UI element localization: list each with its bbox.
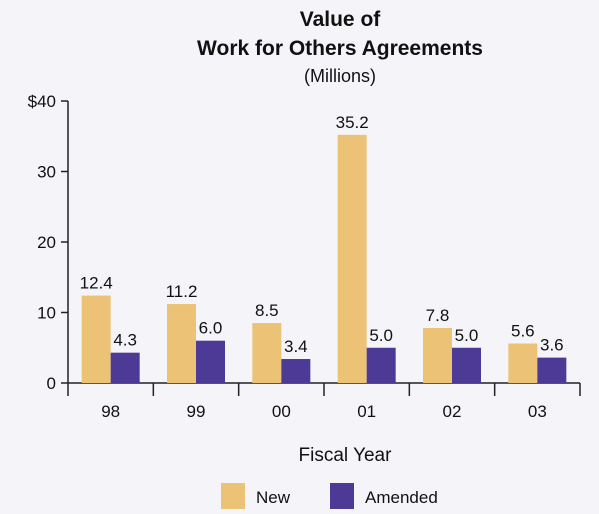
data-label-amended-01: 5.0 — [369, 326, 393, 345]
data-label-new-03: 5.6 — [511, 322, 535, 341]
legend-swatch-amended — [330, 483, 354, 509]
x-tick-label: 00 — [272, 402, 291, 421]
bar-amended-02 — [452, 347, 481, 383]
y-tick-label: 20 — [37, 233, 56, 252]
x-tick-label: 03 — [528, 402, 547, 421]
legend-label-amended: Amended — [365, 488, 438, 507]
bar-new-99 — [167, 304, 196, 383]
y-tick-label: $40 — [28, 92, 56, 111]
legend-label-new: New — [256, 488, 291, 507]
bar-amended-01 — [366, 347, 396, 383]
x-axis-title: Fiscal Year — [299, 445, 393, 466]
data-label-amended-98: 4.3 — [113, 331, 137, 350]
legend-swatch-new — [221, 483, 245, 509]
bar-amended-98 — [110, 352, 140, 383]
y-tick-label: 30 — [37, 163, 56, 182]
data-label-new-02: 7.8 — [426, 306, 450, 325]
data-label-new-99: 11.2 — [166, 282, 198, 301]
data-label-amended-00: 3.4 — [284, 337, 308, 356]
data-label-new-98: 12.4 — [80, 274, 113, 293]
chart-title-line1: Value of — [300, 8, 382, 31]
x-tick-label: 98 — [101, 402, 120, 421]
data-label-amended-03: 3.6 — [540, 336, 564, 355]
chart-subtitle: (Millions) — [304, 66, 376, 86]
bar-new-03 — [508, 343, 538, 383]
data-label-new-01: 35.2 — [336, 113, 369, 132]
x-tick-label: 99 — [187, 402, 206, 421]
x-tick-label: 01 — [357, 402, 376, 421]
x-tick-label: 02 — [443, 402, 462, 421]
bar-new-01 — [337, 134, 367, 383]
data-label-new-00: 8.5 — [255, 301, 279, 320]
bar-new-02 — [423, 328, 452, 383]
legend: New Amended — [221, 483, 438, 509]
bar-new-00 — [252, 323, 282, 383]
bar-new-98 — [81, 295, 111, 383]
data-label-amended-02: 5.0 — [455, 326, 479, 345]
bar-amended-00 — [281, 359, 311, 383]
y-tick-label: 0 — [47, 374, 56, 393]
data-label-amended-99: 6.0 — [199, 319, 223, 338]
y-tick-label: 10 — [37, 304, 56, 323]
bar-amended-99 — [196, 340, 225, 383]
chart-title-line2: Work for Others Agreements — [197, 37, 483, 60]
plot-area: 0102030$4012.44.39811.26.0998.53.40035.2… — [28, 92, 581, 421]
bar-amended-03 — [537, 357, 567, 383]
